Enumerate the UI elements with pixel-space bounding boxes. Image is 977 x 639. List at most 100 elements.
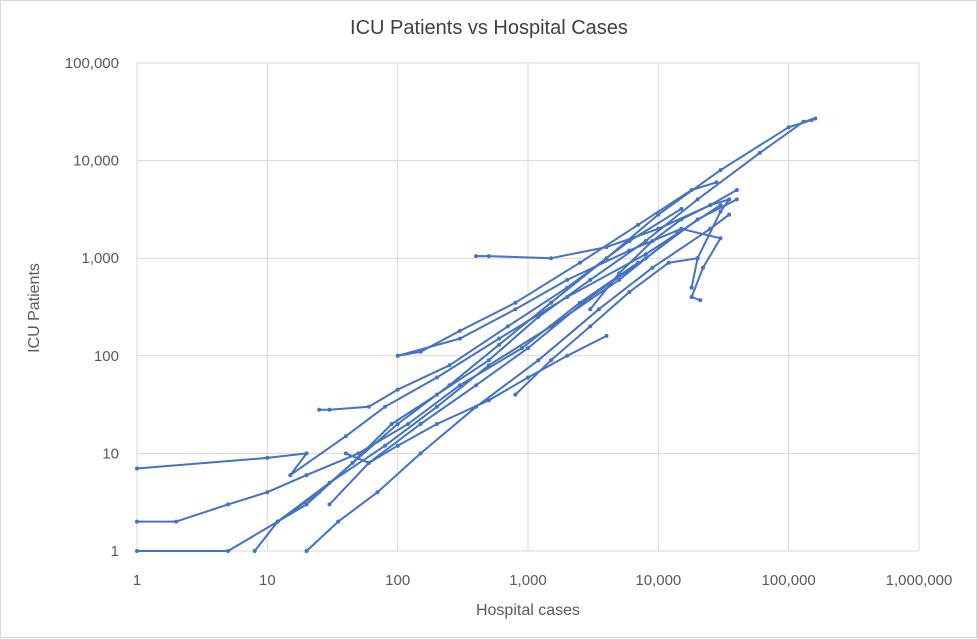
data-point	[447, 363, 452, 368]
data-point	[375, 490, 380, 495]
series-line	[253, 119, 812, 552]
data-point	[604, 333, 609, 338]
data-point	[714, 180, 719, 185]
series-layer	[135, 116, 818, 553]
data-point	[513, 307, 518, 312]
data-point	[708, 203, 713, 208]
data-point	[418, 349, 423, 354]
data-point	[434, 375, 439, 380]
data-point	[813, 116, 818, 121]
data-point	[718, 236, 723, 241]
x-tick-label: 100	[385, 572, 410, 589]
data-point	[327, 407, 332, 412]
series-country-b	[327, 197, 739, 507]
data-point	[304, 473, 309, 478]
data-point	[366, 404, 371, 409]
data-point	[675, 231, 680, 236]
x-tick-label: 10,000	[635, 572, 681, 589]
series-country-d	[135, 203, 723, 478]
data-point	[565, 353, 570, 358]
data-point	[486, 363, 491, 368]
chart-title: ICU Patients vs Hospital Cases	[350, 17, 628, 39]
data-point	[689, 295, 694, 299]
data-point	[536, 358, 541, 363]
data-point	[565, 277, 570, 282]
x-tick-label: 100,000	[762, 572, 816, 589]
data-point	[786, 125, 791, 130]
data-point	[588, 307, 593, 312]
data-point	[418, 422, 423, 426]
data-point	[701, 265, 705, 270]
series-line	[277, 117, 816, 523]
data-point	[395, 387, 400, 392]
y-tick-label: 100	[94, 348, 119, 365]
data-point	[526, 346, 530, 351]
x-tick-label: 10	[259, 572, 276, 589]
data-point	[343, 451, 348, 456]
data-point	[698, 298, 703, 303]
data-point	[588, 277, 593, 282]
data-point	[497, 342, 502, 347]
series-line	[514, 257, 699, 396]
y-tick-labels: 1 10 100 1,000 10,000 100,000	[65, 55, 119, 560]
data-point	[395, 353, 400, 358]
data-point	[656, 212, 661, 217]
data-point	[356, 451, 361, 456]
data-point	[252, 549, 257, 553]
y-tick-label: 1	[111, 543, 119, 560]
data-point	[457, 328, 462, 333]
data-point	[695, 256, 700, 261]
y-tick-label: 100,000	[65, 55, 119, 72]
data-point	[317, 407, 322, 412]
data-point	[617, 277, 622, 282]
data-point	[336, 519, 341, 524]
data-point	[275, 519, 280, 524]
data-point	[327, 502, 332, 507]
y-tick-label: 10,000	[73, 153, 119, 170]
series-country-n	[588, 197, 732, 312]
data-point	[627, 290, 632, 294]
data-point	[474, 254, 479, 259]
data-point	[486, 358, 491, 363]
data-point	[288, 473, 293, 478]
x-tick-label: 1,000,000	[886, 572, 953, 589]
data-point	[656, 226, 661, 231]
data-point	[135, 466, 139, 471]
series-country-m	[252, 118, 814, 553]
data-point	[695, 197, 700, 202]
series-country-k	[343, 333, 609, 465]
data-point	[135, 519, 139, 524]
data-point	[304, 502, 309, 507]
data-point	[565, 295, 570, 299]
data-point	[679, 217, 684, 222]
data-point	[406, 422, 410, 426]
data-point	[366, 460, 371, 465]
data-point	[549, 300, 553, 305]
y-tick-label: 1,000	[81, 250, 119, 267]
data-point	[486, 254, 491, 259]
series-line	[328, 198, 738, 506]
series-country-l	[513, 256, 700, 397]
data-point	[666, 260, 671, 265]
data-point	[513, 300, 518, 305]
data-point	[636, 222, 641, 227]
data-point	[577, 260, 582, 265]
data-point	[627, 248, 632, 253]
data-point	[395, 443, 400, 448]
data-point	[650, 265, 655, 270]
series-line	[345, 335, 607, 464]
x-tick-label: 1,000	[509, 572, 547, 589]
data-point	[549, 256, 553, 261]
data-point	[265, 490, 270, 495]
data-point	[526, 375, 530, 380]
data-point	[434, 422, 439, 426]
series-line	[589, 198, 731, 310]
data-point	[588, 324, 593, 329]
data-point	[734, 197, 739, 202]
data-point	[135, 549, 139, 553]
data-point	[549, 324, 553, 329]
data-point	[734, 188, 739, 192]
data-point	[304, 451, 309, 456]
